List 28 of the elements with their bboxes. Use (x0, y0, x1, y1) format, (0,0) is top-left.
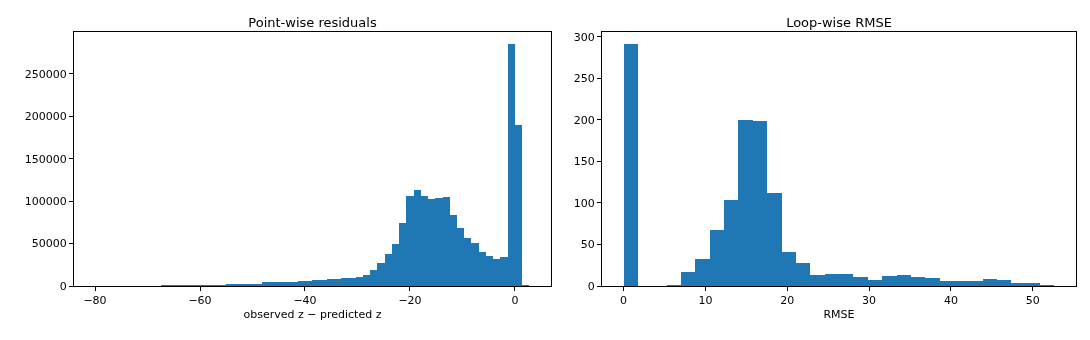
x-axis-title: RMSE (823, 308, 855, 322)
x-tick-label: 50 (1025, 294, 1040, 308)
x-tick-label: 30 (862, 294, 877, 308)
x-tick-label: −60 (188, 294, 212, 308)
y-tick-label: 100000 (24, 194, 67, 208)
y-tick-label: 200 (573, 113, 595, 127)
x-tick-label: 40 (943, 294, 958, 308)
x-tick-label: −40 (293, 294, 317, 308)
y-tick-label: 0 (587, 279, 595, 293)
y-tick-label: 50000 (31, 237, 67, 251)
y-tick-label: 250000 (24, 67, 67, 81)
x-tick-label: 0 (620, 294, 628, 308)
x-tick-label: 10 (698, 294, 713, 308)
y-tick-label: 200000 (24, 110, 67, 124)
x-tick-label: −20 (398, 294, 422, 308)
chart-title: Loop-wise RMSE (786, 15, 892, 30)
x-tick-label: 0 (511, 294, 519, 308)
x-tick-label: 20 (780, 294, 795, 308)
y-tick-label: 150000 (24, 152, 67, 166)
y-tick-label: 250 (573, 72, 595, 86)
y-tick-label: 100 (573, 196, 595, 210)
y-tick-label: 50 (580, 238, 595, 252)
y-tick-label: 300 (573, 30, 595, 44)
chart-title: Point-wise residuals (248, 15, 377, 30)
y-tick-label: 150 (573, 155, 595, 169)
x-axis-title: observed z − predicted z (243, 308, 382, 322)
x-tick-label: −80 (83, 294, 107, 308)
y-tick-label: 0 (59, 279, 67, 293)
